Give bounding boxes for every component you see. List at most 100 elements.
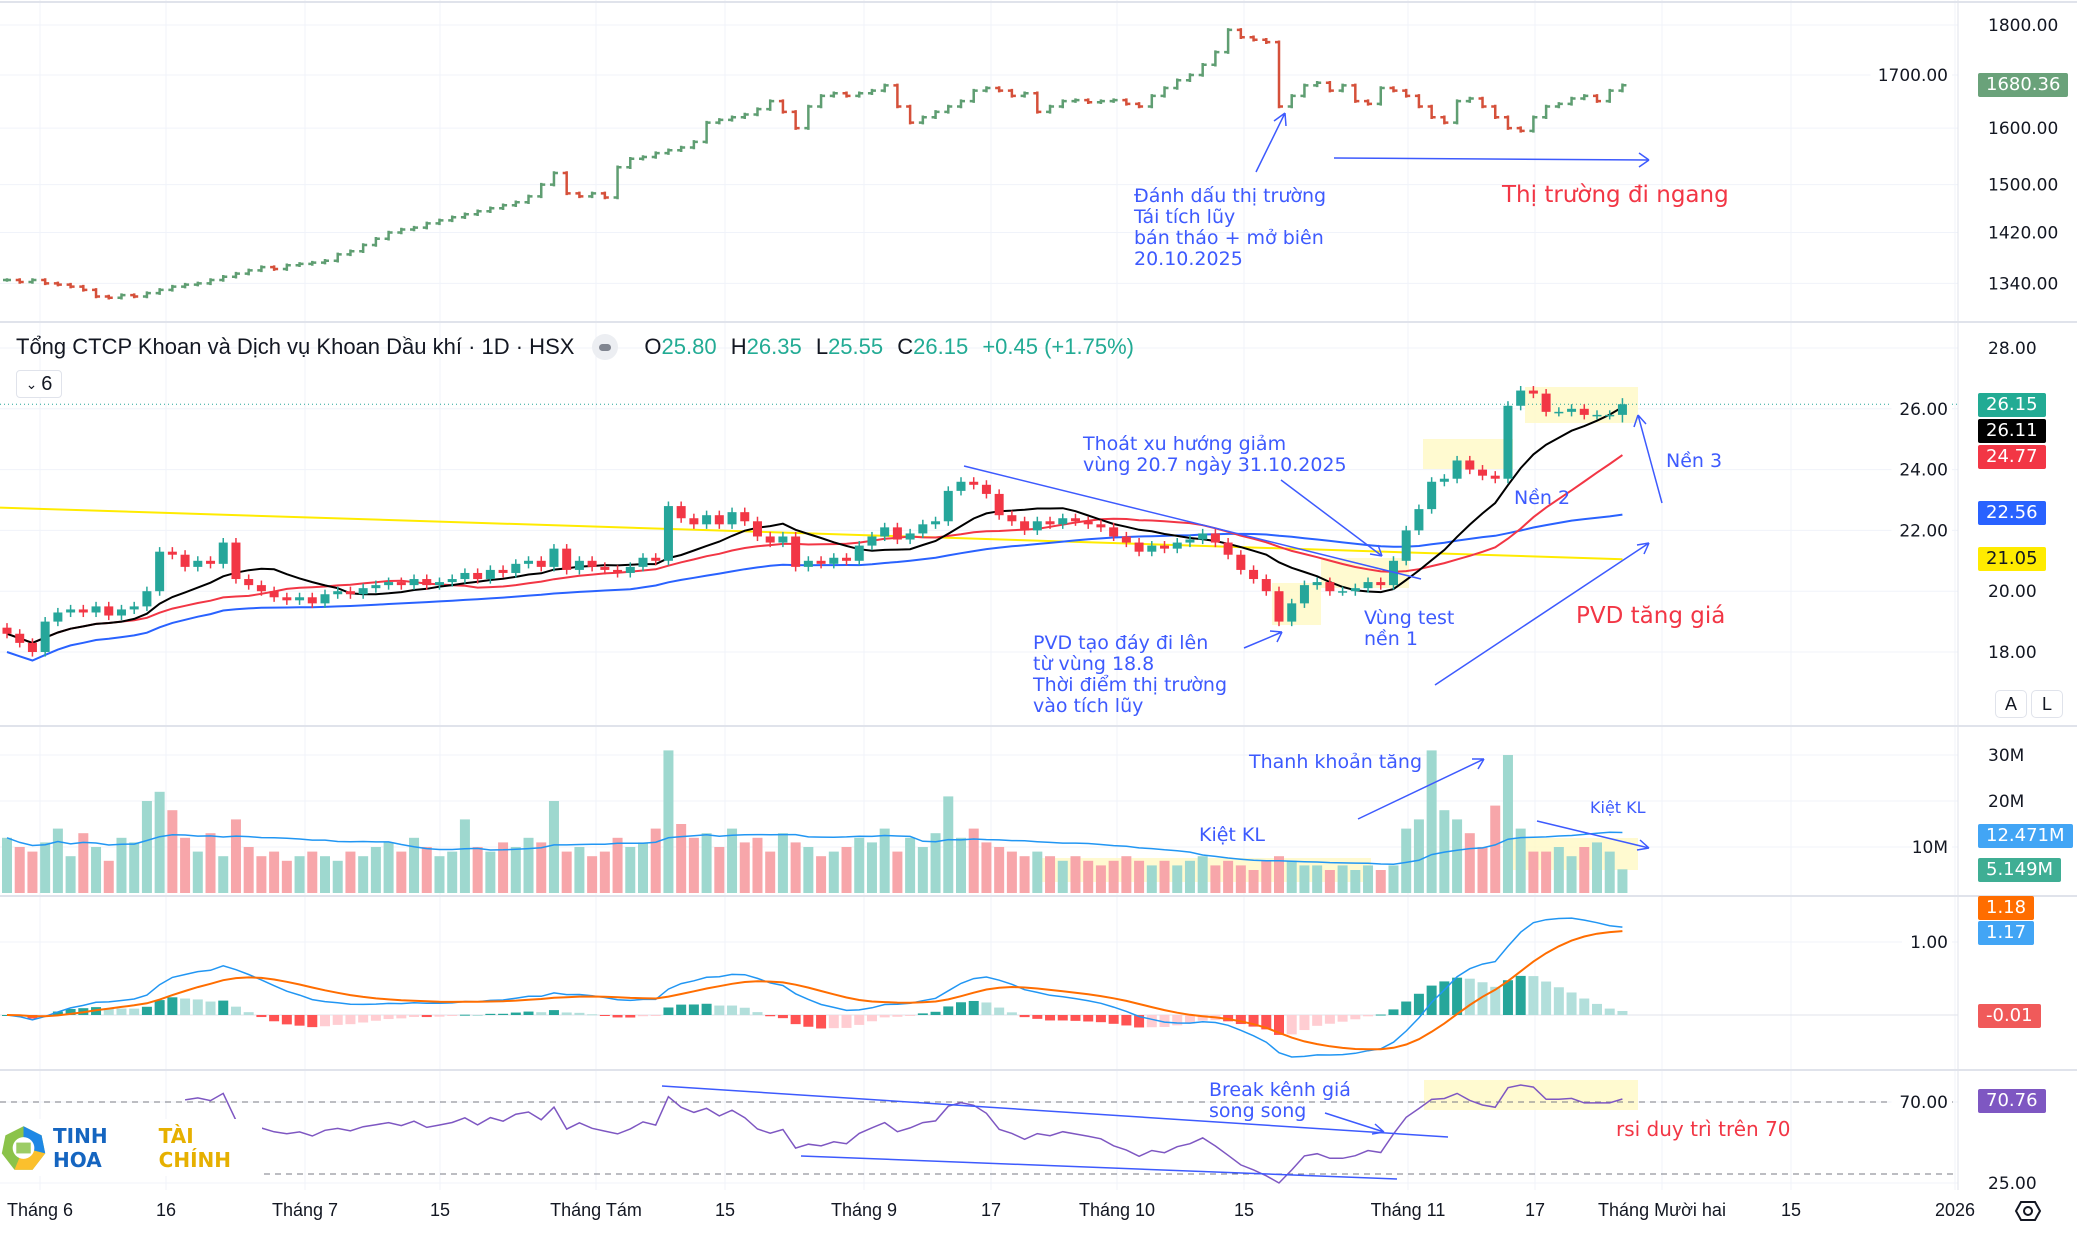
vnindex-bar (1414, 94, 1423, 109)
candle-body (269, 591, 279, 598)
vnindex-bar (944, 104, 953, 114)
macd-histogram-bar (574, 1012, 585, 1015)
candle-body (218, 542, 228, 564)
vnindex-bar (282, 263, 291, 271)
tag-volume-last: 5.149M (1978, 858, 2062, 882)
macd-histogram-bar (777, 1015, 788, 1019)
macd-histogram-bar (510, 1012, 521, 1015)
macd-histogram-bar (854, 1015, 865, 1025)
arrow-liquidity[interactable] (1357, 758, 1485, 820)
vnindex-bar (1364, 99, 1373, 106)
vnindex-bar (995, 86, 1004, 93)
vnindex-bar (1071, 98, 1080, 103)
volume-bar (218, 856, 229, 893)
candle-body (1465, 460, 1475, 470)
vnindex-bar (1198, 63, 1207, 77)
volume-bar (180, 837, 191, 893)
vnindex-bar (664, 148, 673, 155)
vnindex-bar (1058, 99, 1067, 109)
macd-histogram-bar (1083, 1015, 1094, 1022)
volume-bar (294, 856, 305, 893)
settings-icon[interactable] (2014, 1199, 2042, 1223)
volume-bar (1108, 860, 1119, 893)
vnindex-bar (511, 200, 520, 208)
volume-bar (981, 842, 992, 893)
arrow-base3[interactable] (1633, 414, 1663, 504)
indicators-collapse-button[interactable]: ⌄ 6 (16, 370, 62, 398)
candle-body (53, 612, 63, 622)
annotation-rsi-hold: rsi duy trì trên 70 (1616, 1117, 1791, 1141)
symbol-title: Tổng CTCP Khoan và Dịch vụ Khoan Dầu khí… (16, 334, 575, 359)
vnindex-bar (181, 282, 190, 289)
macd-histogram-bar (1095, 1015, 1106, 1023)
candle-body (651, 557, 661, 561)
rsi-channel-upper[interactable] (661, 1085, 1449, 1138)
macd-histogram-bar (1375, 1014, 1386, 1016)
arrow-dry-volume[interactable] (1536, 820, 1650, 851)
volume-bar (638, 842, 648, 893)
volume-bar (1541, 851, 1552, 893)
candle-body (740, 512, 750, 522)
vnindex-bar (1160, 86, 1169, 98)
vnindex-axis-tick: 1800.00 (1988, 16, 2058, 36)
arrow-exit-downtrend[interactable] (1280, 479, 1383, 557)
volume-bar (396, 851, 407, 893)
macd-histogram-bar (1045, 1015, 1056, 1021)
candle-body (752, 521, 762, 537)
macd-histogram-bar (587, 1014, 598, 1016)
volume-bar (52, 828, 63, 893)
trendline-downtrend[interactable] (963, 465, 1422, 580)
vnindex-bar (168, 284, 177, 292)
volume-bar (930, 833, 941, 893)
arrow-market-mark[interactable] (1255, 112, 1287, 173)
candle-body (1363, 582, 1373, 589)
candle-body (931, 521, 941, 525)
vnindex-bar (1402, 88, 1411, 98)
arrow-rsi-break[interactable] (1324, 1112, 1385, 1135)
volume-bar (1235, 865, 1246, 893)
legend-toggle-icon[interactable] (592, 334, 619, 360)
vnindex-bar (867, 88, 876, 95)
macd-histogram-bar (1070, 1015, 1081, 1021)
macd-histogram-bar (1579, 998, 1590, 1015)
log-scale-button[interactable]: L (2031, 690, 2063, 718)
rsi-channel-lower[interactable] (800, 1155, 1398, 1180)
tag-macd-line: 1.17 (1978, 921, 2035, 945)
vnindex-bar (104, 294, 113, 300)
tag-macd-hist: -0.01 (1978, 1004, 2041, 1028)
macd-histogram-bar (1184, 1015, 1195, 1024)
macd-histogram-bar (1490, 986, 1501, 1015)
volume-bar (358, 856, 369, 893)
vnindex-bar (473, 209, 482, 217)
symbol-legend: Tổng CTCP Khoan và Dịch vụ Khoan Dầu khí… (16, 334, 1142, 360)
macd-histogram-bar (307, 1015, 318, 1028)
rsi-axis-tick-backdrop (1891, 1091, 1952, 1113)
auto-scale-button[interactable]: A (1995, 690, 2027, 718)
candle-body (1287, 603, 1297, 622)
candle-body (778, 536, 788, 543)
vnindex-bar (1593, 94, 1601, 103)
arrow-pvd-up[interactable] (1434, 542, 1650, 686)
arrow-sideways[interactable] (1333, 152, 1650, 168)
candle-body (1439, 478, 1449, 482)
volume-bar (1375, 870, 1386, 893)
macd-histogram-bar (409, 1015, 420, 1017)
macd-histogram-bar (727, 1005, 738, 1015)
candle-body (714, 515, 724, 525)
volume-bar (1095, 865, 1106, 893)
candle-body (256, 585, 266, 592)
candle-body (905, 533, 915, 540)
candle-body (1210, 533, 1220, 543)
macd-histogram-bar (154, 1000, 165, 1015)
volume-bar (230, 819, 241, 893)
arrow-bottom[interactable] (1243, 630, 1283, 649)
candle-body (1516, 390, 1526, 406)
candle-body (1376, 582, 1386, 586)
vnindex-bar (41, 278, 50, 286)
macd-histogram-bar (396, 1015, 407, 1019)
volume-bar (892, 851, 903, 893)
price-axis[interactable]: 1800.00 1700.00 1600.00 1500.00 1420.00 1340.… (1870, 16, 2059, 1194)
rsi-line (184, 1084, 1623, 1184)
vnindex-bar (1135, 102, 1144, 109)
